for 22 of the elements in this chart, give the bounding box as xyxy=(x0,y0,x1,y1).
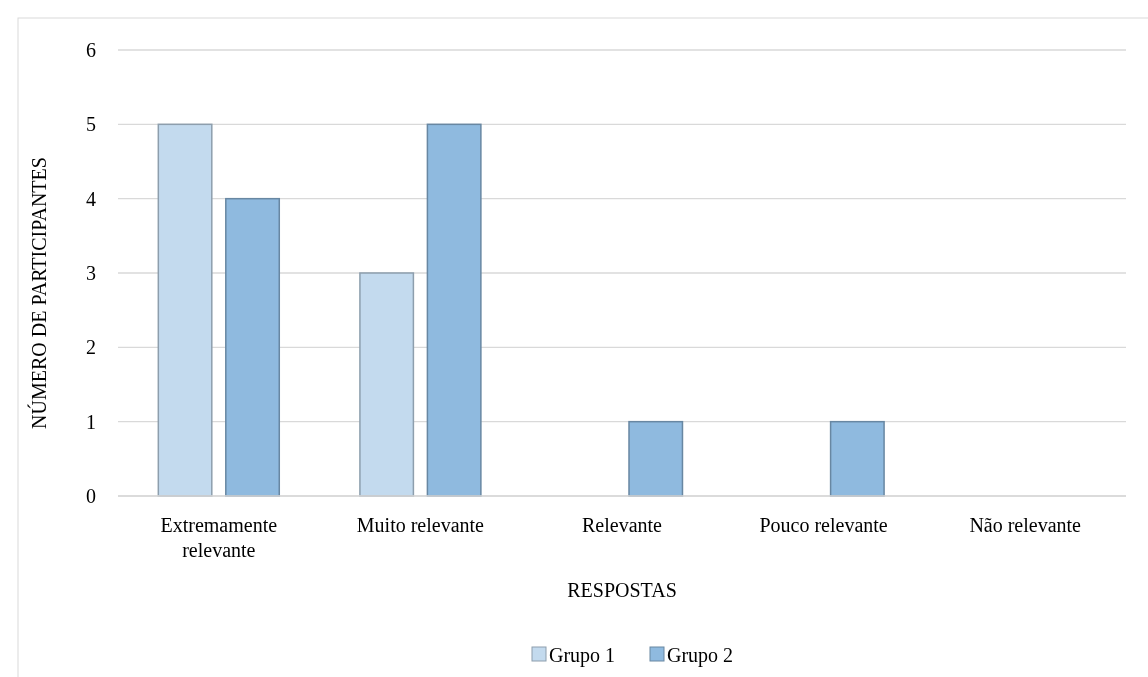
x-tick-label: Extremamente relevante xyxy=(160,514,278,561)
y-tick-label: 2 xyxy=(86,336,96,359)
x-tick-label: Pouco relevante xyxy=(759,514,888,536)
x-axis-title: RESPOSTAS xyxy=(567,579,677,601)
y-tick-label: 0 xyxy=(86,485,96,507)
x-tick-label: Relevante xyxy=(582,514,663,536)
x-tick-label: Não relevante xyxy=(969,514,1082,536)
y-tick-label: 5 xyxy=(86,113,96,136)
bar xyxy=(426,123,482,497)
x-tick-label: Muito relevante xyxy=(356,514,485,536)
y-axis-title: NÚMERO DE PARTICIPANTES xyxy=(27,157,50,429)
bar xyxy=(829,420,885,497)
y-tick-label: 3 xyxy=(86,262,96,284)
bar xyxy=(225,197,281,497)
legend-label: Grupo 2 xyxy=(667,644,734,667)
y-tick-label: 4 xyxy=(86,187,96,210)
y-tick-label: 6 xyxy=(86,39,96,61)
bar xyxy=(359,272,415,497)
y-tick-label: 1 xyxy=(86,410,96,433)
bar xyxy=(628,420,684,497)
legend-label: Grupo 1 xyxy=(549,644,616,667)
bar xyxy=(157,123,213,497)
